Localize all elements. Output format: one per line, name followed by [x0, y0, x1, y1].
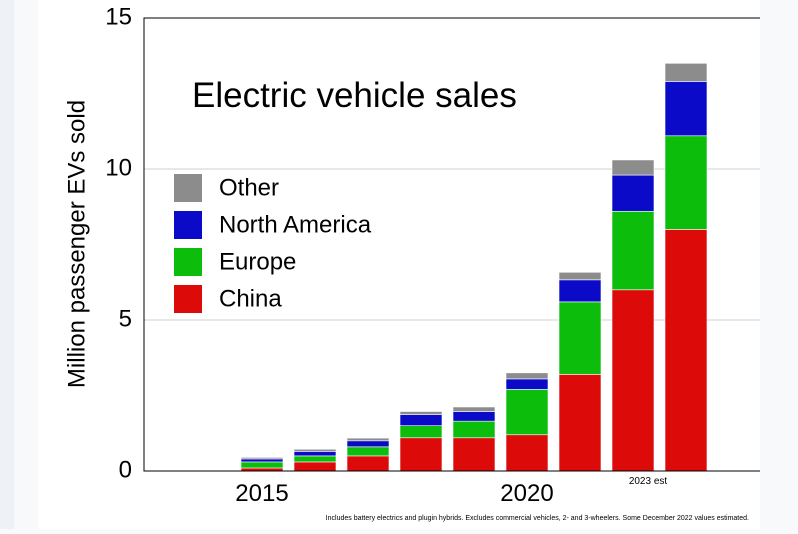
legend-label-other: Other	[219, 174, 279, 201]
bar-other-2021	[558, 271, 602, 281]
y-axis-label: Million passenger EVs sold	[63, 100, 90, 388]
bar-other-2019	[452, 406, 496, 412]
bar-europe-2023	[664, 135, 708, 230]
bar-china-2018	[399, 437, 443, 472]
bar-north-america-2020	[505, 378, 549, 390]
bar-europe-2022	[611, 210, 655, 291]
bar-north-america-2015	[240, 458, 284, 463]
legend-swatch-other	[174, 174, 202, 202]
y-axis-ticks: 0 5 10 15	[105, 3, 132, 483]
bar-china-2022	[611, 289, 655, 472]
bar-other-2020	[505, 372, 549, 380]
bar-china-2021	[558, 374, 602, 472]
y-tick-label: 15	[105, 3, 132, 30]
y-tick-label: 5	[119, 305, 132, 332]
bar-north-america-2016	[293, 451, 337, 457]
legend-label-north-america: North America	[219, 211, 372, 238]
bar-north-america-2017	[346, 440, 390, 448]
chart-figure: 0 5 10 15 2015 2020 Million passenger EVs so…	[38, 0, 767, 529]
bar-europe-2018	[399, 425, 443, 439]
bar-north-america-2022	[611, 174, 655, 212]
bar-europe-2016	[293, 455, 337, 463]
y-tick-label: 0	[119, 456, 132, 483]
bar-other-2015	[240, 457, 284, 460]
legend-label-china: China	[219, 285, 282, 312]
bar-china-2019	[452, 437, 496, 472]
bar-other-2016	[293, 448, 337, 452]
footnote: Includes battery electrics and plugin hy…	[326, 515, 749, 522]
legend-swatch-china	[174, 285, 202, 313]
bar-china-2020	[505, 434, 549, 472]
last-bar-annotation: 2023 est	[629, 476, 668, 487]
bar-europe-2021	[558, 301, 602, 375]
ev-sales-chart: 0 5 10 15 2015 2020 Million passenger EVs so…	[63, 3, 767, 522]
bar-europe-2019	[452, 420, 496, 439]
bar-other-2023	[664, 62, 708, 82]
x-tick-label: 2015	[235, 480, 288, 507]
bar-other-2017	[346, 437, 390, 442]
legend-label-europe: Europe	[219, 248, 296, 275]
gridlines	[144, 168, 766, 321]
x-axis-ticks: 2015 2020	[235, 480, 553, 507]
left-margin-strip	[0, 0, 14, 529]
x-tick-label: 2020	[500, 480, 553, 507]
bar-europe-2020	[505, 389, 549, 436]
bar-north-america-2019	[452, 411, 496, 422]
bar-china-2017	[346, 455, 390, 472]
bar-other-2022	[611, 159, 655, 176]
bar-other-2018	[399, 411, 443, 415]
right-margin-strip	[760, 0, 798, 529]
legend: Other North America Europe China	[174, 174, 372, 313]
y-tick-label: 10	[105, 154, 132, 181]
legend-swatch-europe	[174, 248, 202, 276]
bar-europe-2017	[346, 446, 390, 457]
bar-china-2023	[664, 229, 708, 472]
bar-europe-2015	[240, 461, 284, 469]
chart-title: Electric vehicle sales	[192, 76, 517, 115]
bar-north-america-2023	[664, 81, 708, 137]
bar-north-america-2018	[399, 414, 443, 427]
legend-swatch-north-america	[174, 211, 202, 239]
bar-china-2016	[293, 461, 337, 472]
bar-stacks	[240, 62, 708, 472]
bar-north-america-2021	[558, 279, 602, 303]
